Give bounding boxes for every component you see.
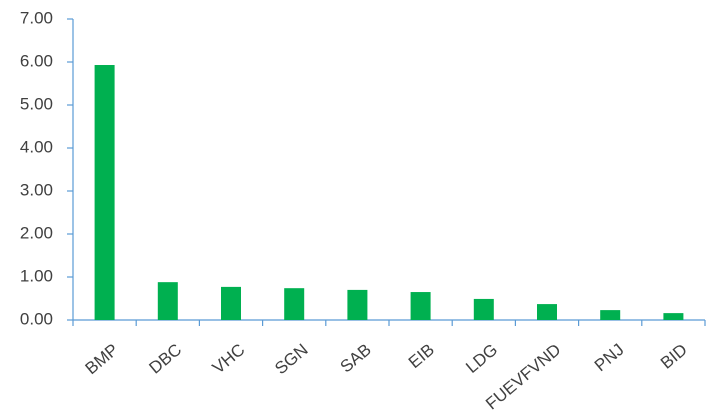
x-tick-label: SAB	[337, 340, 375, 376]
y-tick-label: 4.00	[20, 137, 53, 156]
bar	[473, 298, 494, 320]
x-tick-label: LDG	[462, 340, 501, 377]
x-tick-label: BMP	[82, 340, 122, 378]
bar	[663, 313, 684, 320]
x-tick-label: PNJ	[591, 340, 628, 375]
y-tick-label: 3.00	[20, 180, 53, 199]
x-tick-label: DBC	[146, 340, 186, 378]
y-tick-label: 0.00	[20, 309, 53, 328]
y-tick-label: 6.00	[20, 51, 53, 70]
y-tick-label: 2.00	[20, 223, 53, 242]
bar	[284, 288, 305, 320]
bar	[600, 310, 621, 320]
bar	[221, 286, 241, 320]
bar	[347, 289, 368, 320]
y-tick-label: 7.00	[20, 8, 53, 27]
bar	[94, 65, 115, 320]
x-tick-label: SGN	[271, 340, 311, 378]
bar	[537, 304, 557, 320]
x-tick-label: EIB	[405, 340, 438, 372]
x-tick-label: VHC	[209, 340, 249, 378]
x-tick-label: BID	[657, 340, 691, 373]
bar	[157, 282, 178, 320]
bar	[410, 292, 431, 320]
y-tick-label: 5.00	[20, 94, 53, 113]
y-tick-label: 1.00	[20, 266, 53, 285]
